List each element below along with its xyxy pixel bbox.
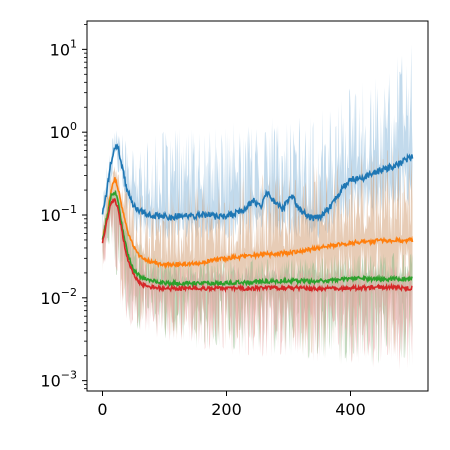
series-3-line [101, 189, 413, 289]
series-2-line [101, 177, 414, 270]
y-tick-label: 10−3 [40, 369, 77, 391]
y-tick-label: 10−1 [40, 203, 77, 225]
series-1-line [101, 143, 414, 222]
series-4-line [101, 198, 413, 294]
x-tick-label: 400 [335, 400, 366, 419]
series-1-band [102, 44, 413, 240]
y-tick-label: 101 [50, 37, 77, 59]
plot-area [101, 44, 414, 370]
axis-ticks: 0 200 400 101 100 10−1 10−2 10−3 [40, 24, 366, 419]
series-4-band [102, 196, 413, 370]
y-tick-label: 100 [50, 120, 77, 142]
plot-frame [86, 20, 429, 392]
y-tick-label: 10−2 [40, 286, 77, 308]
x-tick-label: 200 [211, 400, 242, 419]
x-tick-label: 0 [97, 400, 107, 419]
